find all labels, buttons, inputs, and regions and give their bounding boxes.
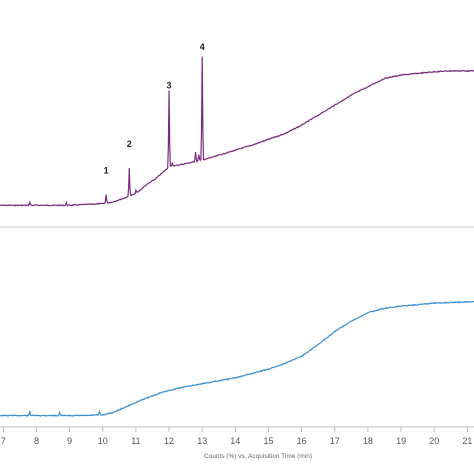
x-tick-label-10: 10 [98,436,108,446]
x-tick-label-13: 13 [197,436,207,446]
x-axis-title: Counts (%) vs. Acquisition Time (min) [204,453,312,460]
x-tick-label-9: 9 [67,436,72,446]
x-axis: 7 8 9 10 11 12 13 14 15 16 17 18 19 20 21 [0,426,474,446]
x-tick-label-7: 7 [1,436,6,446]
top-series-line [0,56,474,207]
x-tick-label-21: 21 [462,436,472,446]
x-tick-label-14: 14 [230,436,240,446]
x-tick-label-8: 8 [34,436,39,446]
x-tick-label-17: 17 [330,436,340,446]
peak-label-2: 2 [127,139,132,149]
x-tick-label-19: 19 [396,436,406,446]
peak-label-1: 1 [104,166,109,176]
x-tick-label-18: 18 [363,436,373,446]
x-tick-label-20: 20 [429,436,439,446]
x-tick-label-16: 16 [297,436,307,446]
peak-label-4: 4 [200,42,205,52]
x-tick-label-12: 12 [164,436,174,446]
peak-label-3: 3 [166,80,171,90]
bottom-series-line [0,300,474,417]
top-chromatogram-panel: 1 2 3 4 [0,42,474,207]
bottom-chromatogram-panel [0,300,474,417]
x-tick-label-15: 15 [263,436,273,446]
x-tick-label-11: 11 [131,436,140,446]
